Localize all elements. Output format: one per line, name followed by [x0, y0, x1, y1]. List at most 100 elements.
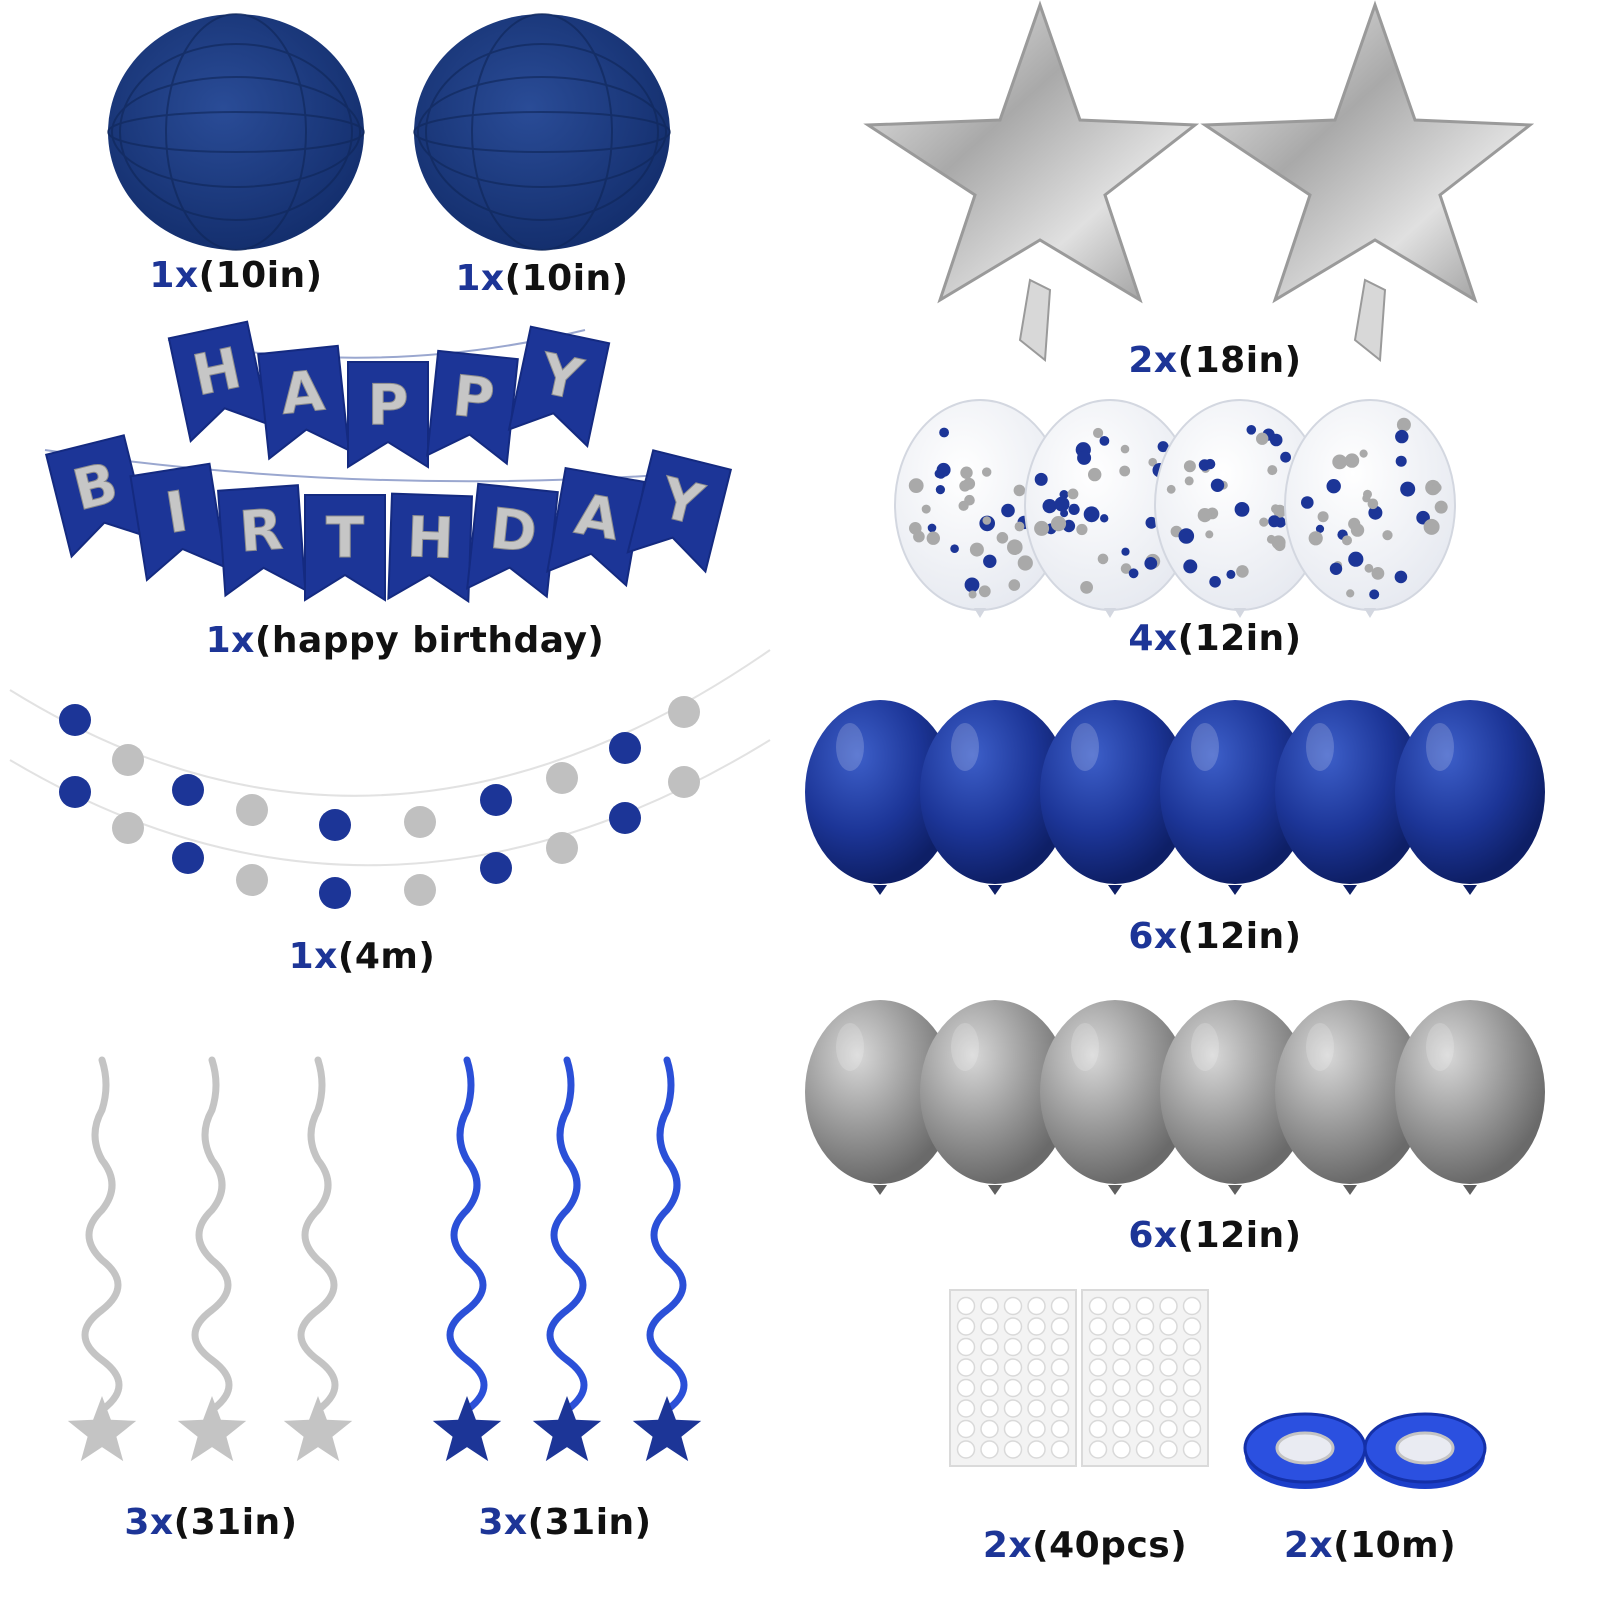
glue-dot [1182, 1399, 1202, 1418]
glue-dot [1050, 1419, 1070, 1439]
latex-balloon [805, 1000, 955, 1195]
glue-dot [1112, 1378, 1131, 1398]
garland-circle [609, 802, 641, 834]
banner-flag: H [387, 492, 474, 604]
glue-dot [1027, 1378, 1046, 1398]
latex-balloon [1395, 1000, 1545, 1195]
glue-dot [1182, 1317, 1202, 1336]
silver-swirl-label: 3x(31in) [124, 1502, 298, 1543]
banner-letter: P [367, 373, 408, 438]
garland-circle [404, 874, 436, 906]
hanging-swirl [67, 1056, 137, 1462]
glue-dot [1088, 1378, 1108, 1398]
glue-dot [956, 1399, 976, 1418]
swirl-star [532, 1396, 602, 1462]
garland-circle [668, 696, 700, 728]
banner-letter: R [237, 497, 285, 565]
glue-dot [956, 1317, 976, 1336]
glue-dot [1135, 1399, 1155, 1418]
glue-dot-sheet [1081, 1289, 1209, 1467]
glue-dot-sheets [949, 1289, 1209, 1467]
banner-flag: I [129, 462, 228, 582]
banner-flag: P [347, 361, 429, 469]
glue-dot [1159, 1419, 1178, 1439]
swirl-star [177, 1396, 247, 1462]
glue-dot [1088, 1296, 1108, 1316]
swirl-star [67, 1396, 137, 1462]
glue-dot [1182, 1358, 1202, 1377]
garland-circle [546, 762, 578, 794]
glue-dot [1050, 1399, 1070, 1418]
garland-circle [480, 784, 512, 816]
hanging-swirls [67, 1056, 702, 1462]
garland-strings [9, 649, 771, 867]
glue-dot [1112, 1440, 1131, 1459]
banner-flag: D [466, 482, 559, 599]
latex-balloon [1160, 1000, 1310, 1195]
glue-dot [1159, 1399, 1178, 1418]
glue-dot [1135, 1378, 1155, 1398]
glue-dot [1088, 1337, 1108, 1357]
glue-dot [1112, 1358, 1131, 1377]
garland-circle [319, 809, 351, 841]
garland-circle [172, 842, 204, 874]
hanging-swirl [177, 1056, 247, 1462]
blue-balloon-label: 6x(12in) [1128, 916, 1302, 957]
confetti-balloon-label: 4x(12in) [1128, 618, 1302, 659]
glue-dot [1027, 1358, 1046, 1377]
banner-flag: P [426, 349, 519, 466]
circle-garland [59, 696, 700, 909]
glue-dot [1135, 1337, 1155, 1357]
garland-circle [112, 812, 144, 844]
silver-balloon-label: 6x(12in) [1128, 1215, 1302, 1256]
glue-dot [1003, 1317, 1023, 1336]
glue-dot [1088, 1358, 1108, 1377]
pennant-banner: H A P P YB I R T H D A Y [44, 320, 733, 604]
glue-dot [1050, 1440, 1070, 1459]
glue-dot-sheet [949, 1289, 1077, 1467]
glue-dot [1159, 1296, 1178, 1316]
garland-circle [404, 806, 436, 838]
glue-dot [1159, 1358, 1178, 1377]
glue-dot [1050, 1317, 1070, 1336]
banner-flag: B [44, 434, 151, 559]
hanging-swirl [532, 1056, 602, 1462]
glue-dot [1003, 1337, 1023, 1357]
banner-flag: Y [626, 449, 733, 574]
banner-letter: P [450, 364, 498, 433]
hanging-swirl [283, 1056, 353, 1462]
latex-balloon [805, 700, 955, 895]
glue-dot [1027, 1440, 1046, 1459]
glue-dot [980, 1317, 999, 1336]
banner-flag: T [304, 494, 386, 602]
glue-dot [980, 1337, 999, 1357]
garland-circle [319, 877, 351, 909]
ribbon-label: 2x(10m) [1283, 1525, 1457, 1566]
glue-dot [1003, 1419, 1023, 1439]
glue-dot [1159, 1378, 1178, 1398]
glue-dot [1135, 1419, 1155, 1439]
glue-dot [1003, 1296, 1023, 1316]
hanging-swirl [432, 1056, 502, 1462]
glue-dot [956, 1296, 976, 1316]
glue-dot [1159, 1337, 1178, 1357]
garland-circle [59, 776, 91, 808]
glue-dot [1112, 1337, 1131, 1357]
garland-circle [668, 766, 700, 798]
glue-dot [1088, 1440, 1108, 1459]
latex-balloon [1160, 700, 1310, 895]
blue-latex-balloons [805, 700, 1545, 895]
confetti-balloon [1284, 399, 1456, 618]
glue-dot [1003, 1378, 1023, 1398]
garland-circle [112, 744, 144, 776]
glue-dot [980, 1296, 999, 1316]
latex-balloon [920, 1000, 1070, 1195]
glue-dot [1135, 1358, 1155, 1377]
glue-dot [980, 1419, 999, 1439]
glue-dot [1159, 1317, 1178, 1336]
latex-balloon [920, 700, 1070, 895]
ribbon-roll-1 [1243, 1412, 1367, 1489]
banner-letter: H [406, 505, 455, 572]
glue-dot [980, 1440, 999, 1459]
